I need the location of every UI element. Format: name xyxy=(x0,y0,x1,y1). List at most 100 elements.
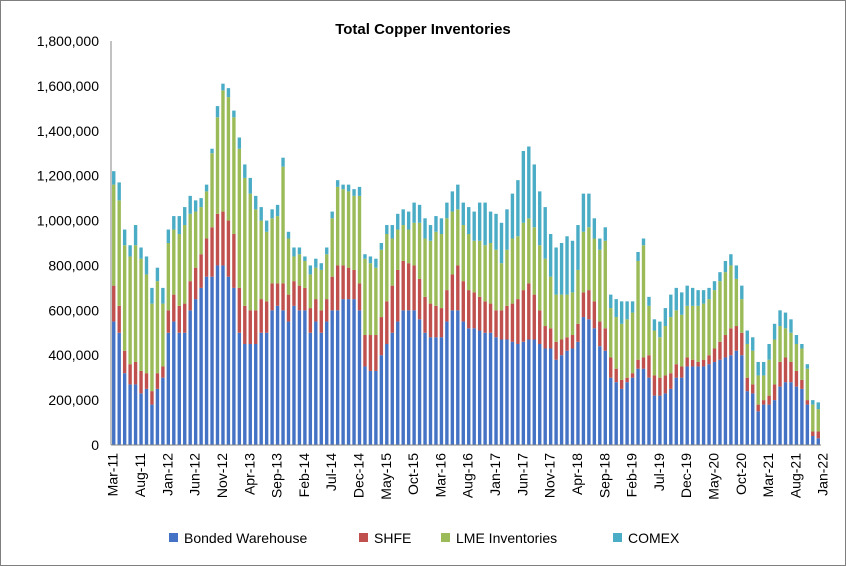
bar-segment-bonded-warehouse xyxy=(647,377,651,445)
bar-segment-shfe xyxy=(292,281,296,306)
bar-segment-comex xyxy=(800,344,804,349)
bar-segment-shfe xyxy=(303,287,307,311)
bar-segment-comex xyxy=(177,216,181,235)
bar-segment-lme-inventories xyxy=(576,269,580,324)
bar-segment-bonded-warehouse xyxy=(756,411,760,445)
bar-segment-bonded-warehouse xyxy=(188,310,192,445)
bar-segment-lme-inventories xyxy=(521,222,526,291)
bar-segment-lme-inventories xyxy=(183,225,187,304)
bar-segment-bonded-warehouse xyxy=(341,299,345,445)
bar-segment-shfe xyxy=(133,361,138,385)
x-tick-label: Jun-12 xyxy=(187,453,203,496)
bar-segment-lme-inventories xyxy=(652,330,657,376)
bar-segment-lme-inventories xyxy=(592,238,597,302)
bar-segment-lme-inventories xyxy=(734,278,739,327)
bar-segment-bonded-warehouse xyxy=(674,377,678,445)
bar-segment-bonded-warehouse xyxy=(254,344,258,445)
bar-segment-comex xyxy=(772,323,777,340)
bar-segment-bonded-warehouse xyxy=(161,377,165,445)
x-tick-label: Aug-11 xyxy=(132,453,148,497)
bar-segment-shfe xyxy=(718,341,722,360)
bar-segment-bonded-warehouse xyxy=(548,348,553,445)
bar-segment-lme-inventories xyxy=(412,222,416,266)
bar-segment-bonded-warehouse xyxy=(275,305,280,445)
bar-segment-comex xyxy=(761,361,766,376)
bar-segment-bonded-warehouse xyxy=(696,366,700,445)
bar-segment-lme-inventories xyxy=(625,319,629,378)
bar-segment-lme-inventories xyxy=(330,218,334,277)
bar-segment-shfe xyxy=(789,361,793,383)
bar-segment-comex xyxy=(734,265,739,279)
bar-segment-bonded-warehouse xyxy=(363,366,367,445)
bar-segment-bonded-warehouse xyxy=(423,332,427,445)
y-tick-label: 1,200,000 xyxy=(37,168,99,184)
bar-segment-lme-inventories xyxy=(264,231,269,302)
bar-segment-shfe xyxy=(680,366,684,378)
bar-segment-shfe xyxy=(417,278,422,320)
bar-segment-comex xyxy=(483,202,487,246)
bar-segment-shfe xyxy=(385,301,389,344)
bar-segment-shfe xyxy=(521,290,526,342)
bar-segment-bonded-warehouse xyxy=(297,310,302,445)
bar-segment-bonded-warehouse xyxy=(805,404,810,445)
bar-segment-bonded-warehouse xyxy=(527,339,531,445)
bar-segment-shfe xyxy=(483,301,487,333)
bar-segment-lme-inventories xyxy=(609,308,613,358)
bar-segment-comex xyxy=(789,319,793,333)
bar-segment-shfe xyxy=(319,310,323,333)
bar-segment-lme-inventories xyxy=(619,323,624,380)
bar-segment-lme-inventories xyxy=(510,238,515,304)
bar-segment-shfe xyxy=(193,267,198,300)
bar-segment-shfe xyxy=(172,294,176,322)
x-tick-label: Nov-12 xyxy=(214,453,230,498)
bar-segment-shfe xyxy=(587,290,591,320)
axes xyxy=(110,41,821,446)
bar-segment-lme-inventories xyxy=(374,267,378,336)
bar-segment-lme-inventories xyxy=(658,337,662,378)
bar-segment-shfe xyxy=(559,339,564,356)
bar-segment-shfe xyxy=(816,431,820,439)
bar-segment-lme-inventories xyxy=(177,234,181,306)
bar-segment-comex xyxy=(576,225,580,270)
bar-segment-bonded-warehouse xyxy=(505,339,509,445)
bar-segment-comex xyxy=(521,150,526,223)
bar-segment-comex xyxy=(619,301,624,324)
bar-segment-bonded-warehouse xyxy=(816,438,820,445)
bar-segment-bonded-warehouse xyxy=(445,321,449,445)
bar-segment-lme-inventories xyxy=(630,312,635,374)
y-tick-label: 200,000 xyxy=(48,392,99,408)
bar-segment-lme-inventories xyxy=(133,245,138,362)
bar-segment-comex xyxy=(232,110,236,118)
bar-segment-lme-inventories xyxy=(139,258,143,371)
bar-segment-shfe xyxy=(658,377,662,396)
legend-swatch xyxy=(359,533,368,542)
bar-segment-comex xyxy=(674,287,678,311)
bar-segment-lme-inventories xyxy=(166,243,171,311)
bar-segment-shfe xyxy=(701,359,706,367)
bar-segment-lme-inventories xyxy=(363,258,367,336)
bar-segment-lme-inventories xyxy=(112,184,116,286)
bar-segment-comex xyxy=(439,218,444,235)
bar-segment-comex xyxy=(352,189,356,196)
bar-segment-lme-inventories xyxy=(445,218,449,291)
bar-segment-bonded-warehouse xyxy=(183,332,187,445)
bar-segment-lme-inventories xyxy=(259,220,263,300)
x-tick-label: Jun-17 xyxy=(514,453,530,496)
bar-segment-comex xyxy=(221,83,225,91)
bar-segment-bonded-warehouse xyxy=(417,319,422,445)
bar-segment-bonded-warehouse xyxy=(439,337,444,445)
bar-segment-comex xyxy=(204,184,209,192)
bar-segment-bonded-warehouse xyxy=(221,265,225,445)
bar-segment-shfe xyxy=(183,303,187,333)
bar-segment-bonded-warehouse xyxy=(800,388,804,445)
bar-segment-bonded-warehouse xyxy=(325,321,329,445)
bar-segment-bonded-warehouse xyxy=(150,404,154,445)
bar-segment-bonded-warehouse xyxy=(740,355,744,445)
bar-segment-shfe xyxy=(128,364,132,385)
bar-segment-lme-inventories xyxy=(275,216,280,284)
x-tick-label: May-20 xyxy=(706,453,722,500)
bar-segment-bonded-warehouse xyxy=(625,382,629,445)
bar-segment-lme-inventories xyxy=(417,222,422,279)
bar-segment-lme-inventories xyxy=(696,305,700,362)
bar-segment-shfe xyxy=(412,265,416,311)
